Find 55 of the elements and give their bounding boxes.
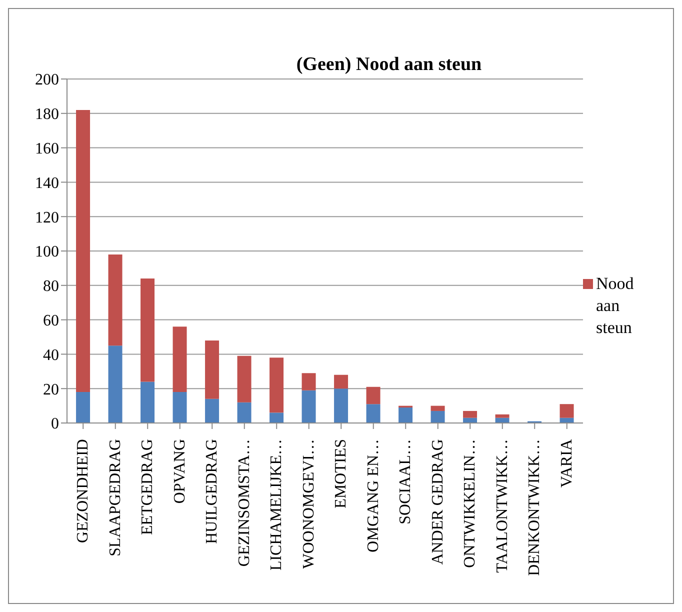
x-tick-label: GEZINSOMSTA… bbox=[236, 439, 253, 567]
x-tick-label: OPVANG bbox=[171, 438, 188, 504]
x-tick-label: SOCIAAL… bbox=[397, 439, 414, 524]
bar bbox=[205, 340, 220, 399]
x-tick-label: OMGANG EN… bbox=[364, 439, 382, 552]
bar bbox=[172, 392, 187, 423]
y-tick-label: 120 bbox=[35, 209, 59, 226]
y-tick-label: 180 bbox=[35, 106, 59, 124]
x-tick-label: TAALONTWIKK… bbox=[494, 439, 511, 573]
y-tick-label: 200 bbox=[35, 72, 59, 89]
bar bbox=[430, 410, 445, 423]
x-tick-label: DENKONTWIKK… bbox=[526, 439, 544, 576]
bar bbox=[237, 402, 252, 423]
bar bbox=[366, 386, 380, 404]
bar bbox=[398, 408, 413, 423]
bar bbox=[140, 382, 155, 423]
bar bbox=[366, 404, 380, 423]
bar bbox=[205, 398, 220, 423]
bar bbox=[237, 356, 252, 402]
y-tick-label: 80 bbox=[43, 278, 59, 296]
x-tick-label: GEZONDHEID bbox=[74, 439, 92, 543]
y-tick-label: 20 bbox=[43, 381, 59, 398]
bar bbox=[172, 326, 187, 392]
y-tick-label: 100 bbox=[35, 244, 59, 261]
x-tick-label: VARIA bbox=[558, 438, 576, 488]
x-tick-label: ANDER GEDRAG bbox=[429, 438, 446, 565]
bar bbox=[302, 390, 316, 423]
x-tick-label: HUILGEDRAG bbox=[204, 438, 221, 544]
x-tick-label: EETGEDRAG bbox=[139, 438, 156, 535]
y-tick-label: 40 bbox=[43, 346, 59, 364]
bar bbox=[270, 358, 284, 413]
bar bbox=[76, 392, 90, 423]
bar bbox=[495, 414, 510, 418]
bar bbox=[108, 346, 122, 423]
chart-title: (Geen) Nood aan steun bbox=[295, 54, 483, 76]
bar bbox=[108, 254, 122, 346]
bar bbox=[334, 374, 348, 389]
bar bbox=[334, 388, 348, 423]
x-tick-label: LICHAMELIJKE… bbox=[268, 439, 286, 571]
x-tick-label: ONTWIKKELIN… bbox=[462, 439, 479, 568]
bar bbox=[76, 110, 90, 392]
y-tick-label: 60 bbox=[43, 312, 59, 330]
y-tick-label: 0 bbox=[51, 416, 59, 433]
bar bbox=[302, 373, 316, 390]
x-tick-label: SLAAPGEDRAG bbox=[106, 438, 124, 556]
bar bbox=[430, 406, 445, 411]
y-tick-label: 140 bbox=[35, 174, 59, 192]
bar bbox=[560, 404, 574, 418]
x-tick-label: WOONOMGEVI… bbox=[300, 439, 318, 569]
x-tick-label: EMOTIES bbox=[332, 439, 350, 508]
legend-label: Nood aan steun bbox=[596, 273, 635, 339]
y-tick-label: 160 bbox=[35, 140, 59, 158]
bar bbox=[270, 412, 284, 423]
bar bbox=[463, 410, 478, 418]
bar bbox=[140, 278, 155, 382]
